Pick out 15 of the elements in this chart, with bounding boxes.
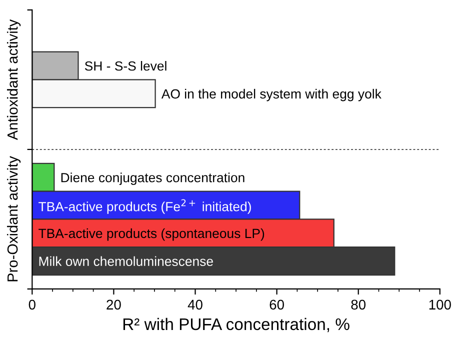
text: Pro-Oxidant activity: [7, 156, 21, 282]
x-tick-label: 60: [270, 300, 284, 310]
x-axis-title: R² with PUFA concentration, %: [123, 318, 350, 332]
y-tick-label: Milk own chemoluminescense: [39, 256, 213, 266]
x-tick-label: 80: [351, 300, 366, 310]
y-tick-label: SH - S-S level: [84, 60, 166, 71]
y-tick-label: AO in the model system with egg yolk: [161, 88, 382, 102]
y-tick-label: TBA-active products (spontaneous LP): [38, 228, 264, 241]
text: Antioxidant activity: [7, 19, 21, 140]
y-tick-label: TBA-active products (Fe$^{2+}$ initiated): [38, 199, 251, 214]
x-tick-label: 40: [188, 300, 202, 310]
x-tick-label: 100: [429, 300, 451, 310]
y-tick-label: Diene conjugates concentration: [61, 172, 244, 185]
x-tick-label: 0: [28, 300, 36, 310]
x-tick-label: 20: [106, 300, 121, 310]
